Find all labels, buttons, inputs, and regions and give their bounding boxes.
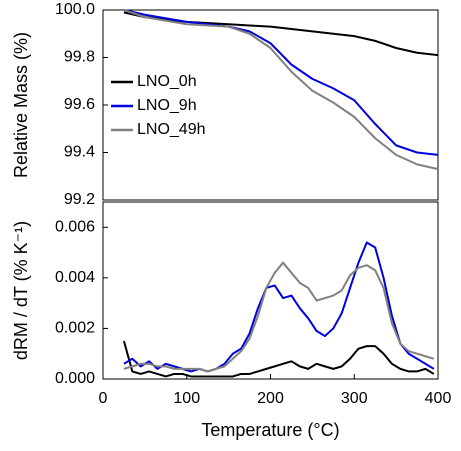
- data-line: [123, 261, 435, 373]
- y-tick-label: 99.2: [64, 191, 95, 208]
- y-tick-label: 99.4: [64, 144, 95, 161]
- x-tick-label: 300: [341, 390, 368, 407]
- data-line: [123, 9, 439, 156]
- y-axis-title: dRM / dT (% K⁻¹): [11, 221, 31, 360]
- data-line: [122, 340, 435, 378]
- y-tick-label: 0.004: [55, 269, 95, 286]
- y-tick-label: 99.6: [64, 96, 95, 113]
- plot-frame: [102, 201, 439, 380]
- y-tick-label: 100.0: [55, 1, 95, 18]
- x-tick-label: 0: [99, 390, 108, 407]
- y-tick-label: 0.002: [55, 320, 95, 337]
- x-tick-label: 200: [257, 390, 284, 407]
- y-axis-title: Relative Mass (%): [11, 32, 31, 178]
- x-axis-title: Temperature (°C): [201, 420, 339, 440]
- legend-label: LNO_9h: [137, 97, 197, 114]
- data-line: [123, 9, 439, 171]
- y-tick-label: 0.000: [55, 370, 95, 387]
- x-tick-label: 400: [425, 390, 452, 407]
- legend-label: LNO_49h: [137, 121, 206, 138]
- legend-label: LNO_0h: [137, 73, 197, 90]
- y-tick-label: 0.006: [55, 219, 95, 236]
- y-tick-label: 99.8: [64, 49, 95, 66]
- data-line: [123, 241, 435, 373]
- x-tick-label: 100: [173, 390, 200, 407]
